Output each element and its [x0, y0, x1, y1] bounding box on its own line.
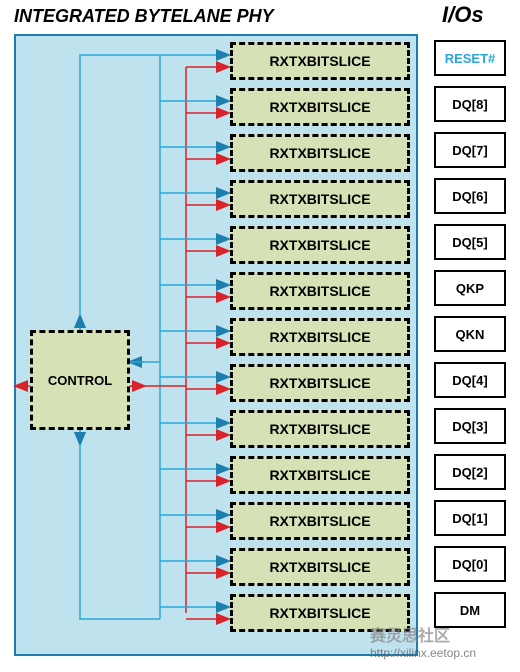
- bitslice-label: RXTXBITSLICE: [269, 559, 370, 575]
- io-dq0: DQ[0]: [434, 546, 506, 582]
- io-dq7: DQ[7]: [434, 132, 506, 168]
- io-label: DQ[8]: [452, 97, 487, 112]
- watermark-text2: http://xilinx.eetop.cn: [370, 646, 476, 660]
- bitslice-label: RXTXBITSLICE: [269, 53, 370, 69]
- control-label: CONTROL: [48, 373, 112, 388]
- bitslice-8: RXTXBITSLICE: [230, 410, 410, 448]
- bitslice-10: RXTXBITSLICE: [230, 502, 410, 540]
- io-dq1: DQ[1]: [434, 500, 506, 536]
- watermark-text1: 赛灵思社区: [370, 628, 450, 645]
- bitslice-label: RXTXBITSLICE: [269, 99, 370, 115]
- io-qkn: QKN: [434, 316, 506, 352]
- control-block: CONTROL: [30, 330, 130, 430]
- header-ios: I/Os: [442, 2, 484, 28]
- watermark: 赛灵思社区 http://xilinx.eetop.cn: [370, 622, 476, 660]
- bitslice-label: RXTXBITSLICE: [269, 191, 370, 207]
- bitslice-11: RXTXBITSLICE: [230, 548, 410, 586]
- bitslice-9: RXTXBITSLICE: [230, 456, 410, 494]
- bitslice-5: RXTXBITSLICE: [230, 272, 410, 310]
- io-label: DQ[2]: [452, 465, 487, 480]
- bitslice-label: RXTXBITSLICE: [269, 605, 370, 621]
- io-reset: RESET#: [434, 40, 506, 76]
- bitslice-label: RXTXBITSLICE: [269, 375, 370, 391]
- bitslice-2: RXTXBITSLICE: [230, 134, 410, 172]
- io-label: DQ[4]: [452, 373, 487, 388]
- bitslice-label: RXTXBITSLICE: [269, 237, 370, 253]
- bitslice-7: RXTXBITSLICE: [230, 364, 410, 402]
- bitslice-label: RXTXBITSLICE: [269, 467, 370, 483]
- header-phy: INTEGRATED BYTELANE PHY: [14, 6, 274, 27]
- bitslice-4: RXTXBITSLICE: [230, 226, 410, 264]
- bitslice-label: RXTXBITSLICE: [269, 283, 370, 299]
- bitslice-6: RXTXBITSLICE: [230, 318, 410, 356]
- bitslice-3: RXTXBITSLICE: [230, 180, 410, 218]
- io-label: DQ[6]: [452, 189, 487, 204]
- io-label: DQ[1]: [452, 511, 487, 526]
- io-label: DQ[0]: [452, 557, 487, 572]
- io-dq5: DQ[5]: [434, 224, 506, 260]
- io-dq2: DQ[2]: [434, 454, 506, 490]
- bitslice-0: RXTXBITSLICE: [230, 42, 410, 80]
- io-dq3: DQ[3]: [434, 408, 506, 444]
- io-label: DQ[3]: [452, 419, 487, 434]
- bitslice-1: RXTXBITSLICE: [230, 88, 410, 126]
- io-dq4: DQ[4]: [434, 362, 506, 398]
- io-dq6: DQ[6]: [434, 178, 506, 214]
- bitslice-label: RXTXBITSLICE: [269, 329, 370, 345]
- io-label: RESET#: [445, 51, 496, 66]
- io-label: QKP: [456, 281, 484, 296]
- bitslice-label: RXTXBITSLICE: [269, 421, 370, 437]
- io-label: DM: [460, 603, 480, 618]
- bitslice-label: RXTXBITSLICE: [269, 513, 370, 529]
- io-label: DQ[7]: [452, 143, 487, 158]
- io-label: DQ[5]: [452, 235, 487, 250]
- io-qkp: QKP: [434, 270, 506, 306]
- bitslice-label: RXTXBITSLICE: [269, 145, 370, 161]
- io-label: QKN: [456, 327, 485, 342]
- io-dq8: DQ[8]: [434, 86, 506, 122]
